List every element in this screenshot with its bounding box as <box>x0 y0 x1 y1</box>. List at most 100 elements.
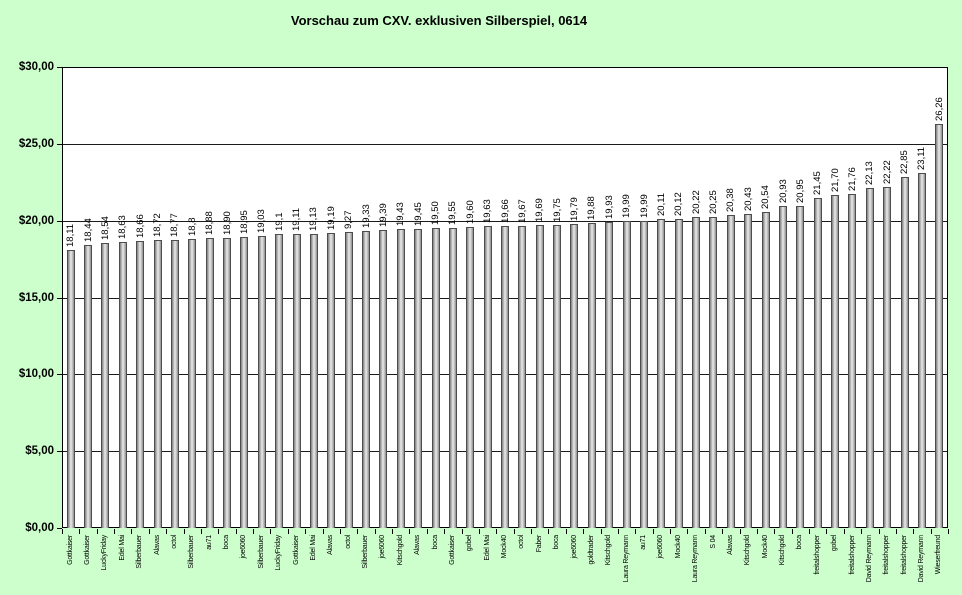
bar-category-label: Gottkaiser <box>66 535 74 565</box>
x-axis-tick <box>236 529 237 534</box>
bar-category-label: boca <box>796 535 804 550</box>
bar-value-label: 19,45 <box>412 202 424 226</box>
bar <box>814 198 822 528</box>
x-axis-tick <box>496 529 497 534</box>
bar-value-label: 21,76 <box>847 167 858 191</box>
x-axis-tick <box>114 529 115 534</box>
bar <box>84 245 92 528</box>
x-axis-tick <box>670 529 671 534</box>
x-axis-tick <box>166 529 167 534</box>
x-axis-tick <box>635 529 636 534</box>
bar-category-label: freitalshopper <box>848 535 856 575</box>
x-axis-tick <box>131 529 132 534</box>
bar <box>709 217 717 528</box>
bar-category-label: Edel Mai <box>483 535 491 561</box>
x-axis-tick <box>548 529 549 534</box>
x-axis-tick <box>409 529 410 534</box>
bar <box>432 228 440 528</box>
y-axis-tick <box>57 374 62 375</box>
bar-value-label: 18,63 <box>117 215 129 239</box>
bar-category-label: Mock40 <box>674 535 682 559</box>
x-axis-tick <box>844 529 845 534</box>
bar-value-label: 18,8 <box>186 217 198 237</box>
bar-value-label: 21,45 <box>812 171 824 195</box>
bar <box>762 212 770 528</box>
x-axis-tick <box>340 529 341 534</box>
bar-category-label: David Reymann <box>917 535 925 583</box>
bar-category-label: freitalshopper <box>813 535 821 575</box>
x-axis-tick <box>357 529 358 534</box>
y-axis-tick <box>57 451 62 452</box>
x-axis-tick <box>792 529 793 534</box>
bar-category-label: Kitschgold <box>744 535 752 566</box>
bar-category-label: Silberbauer <box>136 535 144 569</box>
y-axis-tick <box>57 221 62 222</box>
bar <box>188 239 196 528</box>
bar-value-label: 18,72 <box>152 213 163 237</box>
x-axis-tick <box>705 529 706 534</box>
bar <box>154 240 162 528</box>
bar-value-label: 22,13 <box>864 161 876 185</box>
bar <box>918 173 926 528</box>
bar-category-label: Edel Mai <box>118 535 126 561</box>
bar-category-label: Silberbauer <box>362 535 369 569</box>
bar <box>866 188 874 528</box>
x-axis-tick <box>774 529 775 534</box>
bar-value-label: 19,50 <box>430 201 441 225</box>
x-axis-tick <box>149 529 150 534</box>
bar-value-label: 18,95 <box>238 210 250 234</box>
y-axis-tick-label: $15,00 <box>18 292 54 304</box>
bar-value-label: 19,63 <box>482 199 494 223</box>
bar-value-label: 20,12 <box>673 192 685 216</box>
x-axis-tick <box>288 529 289 534</box>
bar-category-label: joe6060 <box>379 535 387 559</box>
x-axis-tick <box>583 529 584 534</box>
bar <box>310 234 318 528</box>
x-axis-tick <box>270 529 271 534</box>
bar-value-label: 19,75 <box>551 198 563 222</box>
x-axis-tick <box>757 529 758 534</box>
bar-category-label: Kitschgold <box>396 535 404 566</box>
x-axis-tick <box>826 529 827 534</box>
bar <box>414 229 422 528</box>
bar <box>327 233 335 528</box>
bar-value-label: 19,13 <box>308 207 320 231</box>
bar-value-label: 20,54 <box>760 185 772 209</box>
x-axis-tick <box>79 529 80 534</box>
bar-category-label: gobel <box>831 535 839 552</box>
bar-category-label: Gottkaiser <box>292 535 300 565</box>
chart-title: Vorschau zum CXV. exklusiven Silberspiel… <box>290 13 588 28</box>
bar-value-label: 20,93 <box>777 179 789 203</box>
bar-value-label: 20,25 <box>708 190 719 214</box>
x-axis-tick <box>896 529 897 534</box>
x-axis-tick <box>913 529 914 534</box>
x-axis-tick <box>323 529 324 534</box>
y-axis-tick-label: $25,00 <box>18 138 54 150</box>
x-axis-tick <box>375 529 376 534</box>
x-axis-tick <box>722 529 723 534</box>
bar-value-label: 18,11 <box>65 223 77 247</box>
bar-category-label: S 04 <box>709 535 717 549</box>
bar-value-label: 19,1 <box>273 212 285 232</box>
bar-category-label: octol <box>518 535 526 549</box>
x-axis-tick <box>427 529 428 534</box>
y-axis-tick-label: $10,00 <box>18 368 54 380</box>
y-axis-tick-label: $5,00 <box>25 445 54 457</box>
bar-category-label: boca <box>223 535 230 550</box>
y-axis-tick <box>57 67 62 68</box>
bar <box>362 231 370 528</box>
bar <box>692 217 700 528</box>
bar-category-label: joe6060 <box>570 535 578 559</box>
bar <box>588 223 596 528</box>
bar-value-label: 19,55 <box>447 201 459 225</box>
bar-value-label: 18,54 <box>99 216 111 240</box>
bar-category-label: au71 <box>205 535 213 550</box>
bar-value-label: 19,39 <box>377 203 389 227</box>
bar-category-label: Wieserfreund <box>935 535 943 575</box>
bar-category-label: Gottkaiser <box>84 535 92 565</box>
bar-value-label: 18,44 <box>82 218 94 242</box>
bar-value-label: 18,77 <box>169 213 181 237</box>
bar-category-label: Mock40 <box>501 535 508 559</box>
bar-category-label: joe6060 <box>657 535 665 559</box>
bar-value-label: 22,22 <box>881 160 893 184</box>
